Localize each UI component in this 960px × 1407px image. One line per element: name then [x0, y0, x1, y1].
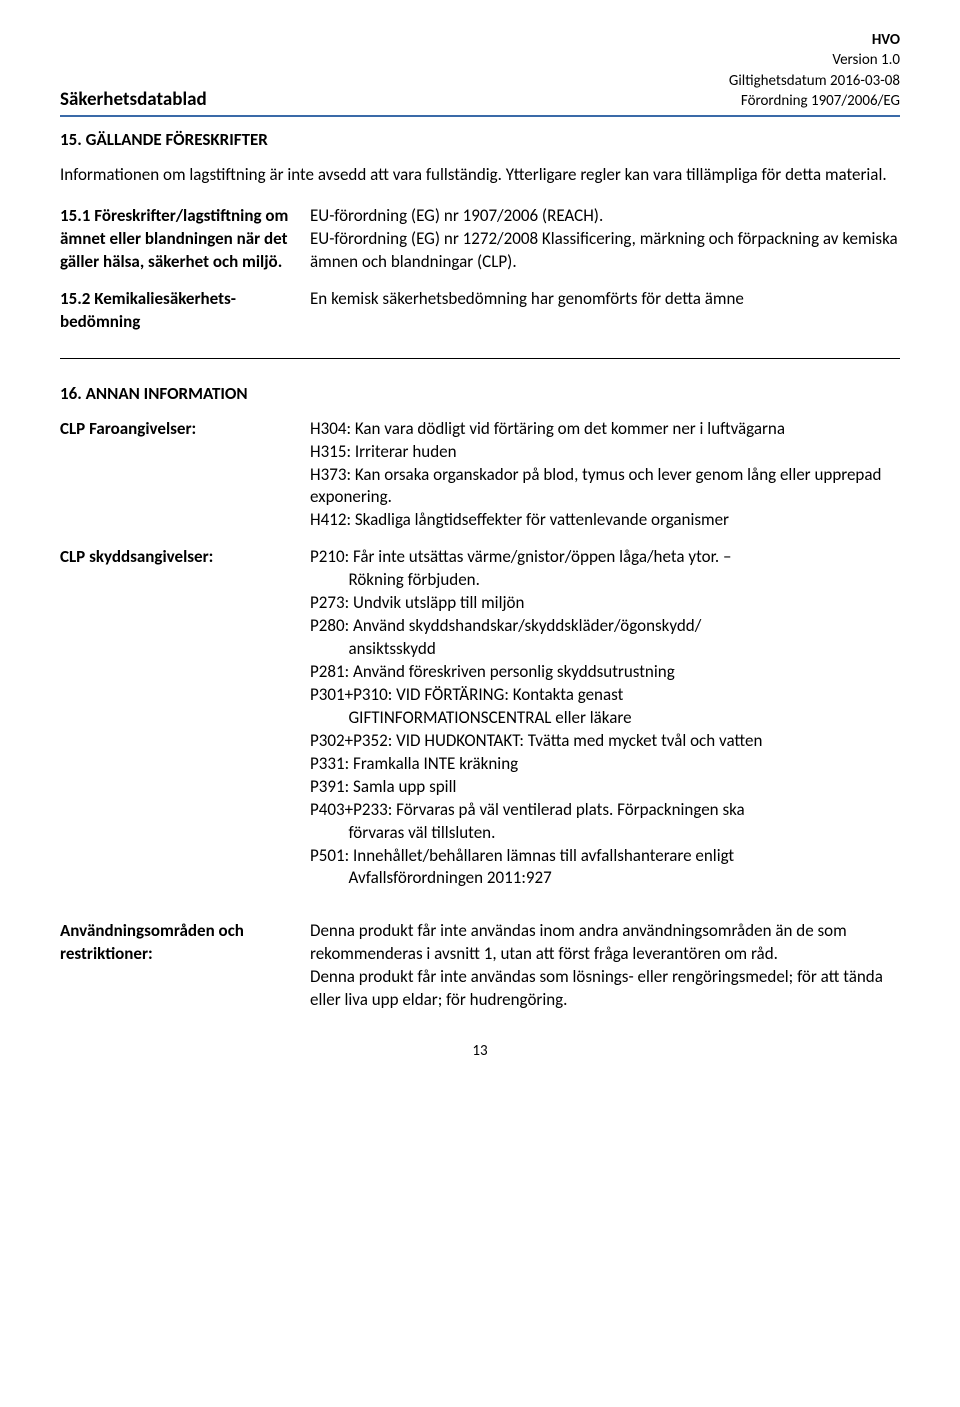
row-area-restrict: Användningsområden och restriktioner: De…	[60, 920, 900, 1012]
section-16-title: 16. ANNAN INFORMATION	[60, 383, 900, 404]
row-clp-skydd: CLP skyddsangivelser: P210: Får inte uts…	[60, 546, 900, 890]
value-clp-faro: H304: Kan vara dödligt vid förtäring om …	[310, 418, 900, 533]
validity-date: Giltighetsdatum 2016-03-08	[729, 71, 900, 91]
page-header: Säkerhetsdatablad HVO Version 1.0 Giltig…	[60, 30, 900, 111]
version: Version 1.0	[729, 50, 900, 70]
label-15-1: 15.1 Föreskrifter/lagstiftning om ämnet …	[60, 205, 310, 274]
value-15-2: En kemisk säkerhetsbedömning har genomfö…	[310, 288, 900, 334]
regulation-ref: Förordning 1907/2006/EG	[729, 91, 900, 111]
section-divider	[60, 358, 900, 359]
value-area-restrict: Denna produkt får inte användas inom and…	[310, 920, 900, 1012]
doc-meta: HVO Version 1.0 Giltighetsdatum 2016-03-…	[729, 30, 900, 111]
product-name: HVO	[729, 30, 900, 50]
label-15-2: 15.2 Kemikaliesäkerhets-bedömning	[60, 288, 310, 334]
value-clp-skydd: P210: Får inte utsättas värme/gnistor/öp…	[310, 546, 900, 890]
section-15-intro: Informationen om lagstiftning är inte av…	[60, 164, 900, 187]
section-15-title: 15. GÄLLANDE FÖRESKRIFTER	[60, 129, 900, 150]
row-clp-faro: CLP Faroangivelser: H304: Kan vara dödli…	[60, 418, 900, 533]
value-15-1: EU-förordning (EG) nr 1907/2006 (REACH).…	[310, 205, 900, 274]
label-clp-skydd: CLP skyddsangivelser:	[60, 546, 310, 890]
doc-title: Säkerhetsdatablad	[60, 88, 207, 111]
row-15-2: 15.2 Kemikaliesäkerhets-bedömning En kem…	[60, 288, 900, 334]
label-area-restrict: Användningsområden och restriktioner:	[60, 920, 310, 1012]
label-clp-faro: CLP Faroangivelser:	[60, 418, 310, 533]
row-15-1: 15.1 Föreskrifter/lagstiftning om ämnet …	[60, 205, 900, 274]
page-number: 13	[60, 1042, 900, 1060]
header-rule	[60, 115, 900, 117]
